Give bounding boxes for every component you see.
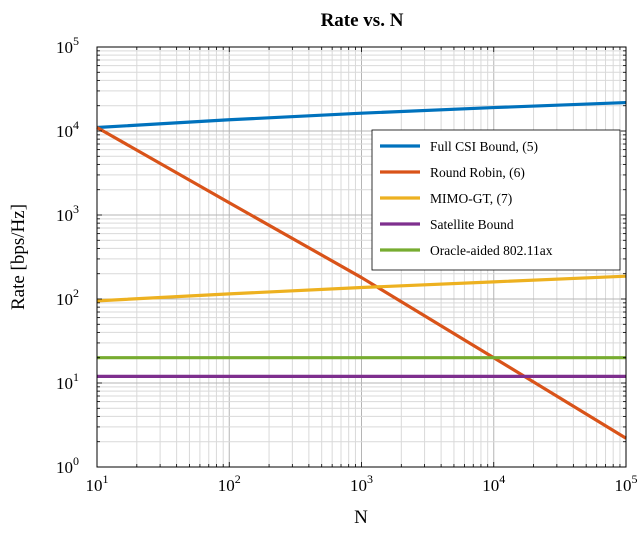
legend-label: Full CSI Bound, (5) (430, 139, 538, 154)
y-tick-label: 101 (56, 370, 79, 393)
legend-label: Round Robin, (6) (430, 165, 525, 180)
x-tick-label: 104 (482, 472, 505, 495)
chart-title: Rate vs. N (321, 10, 404, 31)
legend-label: MIMO-GT, (7) (430, 191, 512, 206)
y-tick-label: 104 (56, 118, 79, 141)
y-tick-labels: 100 101 102 103 104 105 (56, 34, 79, 477)
legend: Full CSI Bound, (5) Round Robin, (6) MIMO-… (371, 129, 621, 271)
y-tick-label: 105 (56, 34, 79, 57)
series-line (96, 274, 627, 303)
x-tick-label: 102 (218, 472, 241, 495)
y-tick-label: 100 (56, 454, 79, 477)
x-tick-label: 105 (615, 472, 638, 495)
legend-label: Satellite Bound (430, 217, 514, 232)
series-line (96, 126, 627, 440)
axis-ticks (97, 47, 626, 467)
x-tick-label: 101 (86, 472, 109, 495)
y-tick-label: 102 (56, 286, 79, 309)
y-tick-label: 103 (56, 202, 79, 225)
series-line (96, 100, 627, 130)
y-axis-label: Rate [bps/Hz] (8, 204, 29, 310)
x-tick-labels: 101 102 103 104 105 (86, 472, 638, 495)
x-axis-label: N (354, 507, 368, 528)
x-tick-label: 103 (350, 472, 373, 495)
legend-box (371, 129, 621, 271)
legend-label: Oracle-aided 802.11ax (430, 243, 553, 258)
plot-lines (96, 100, 627, 440)
